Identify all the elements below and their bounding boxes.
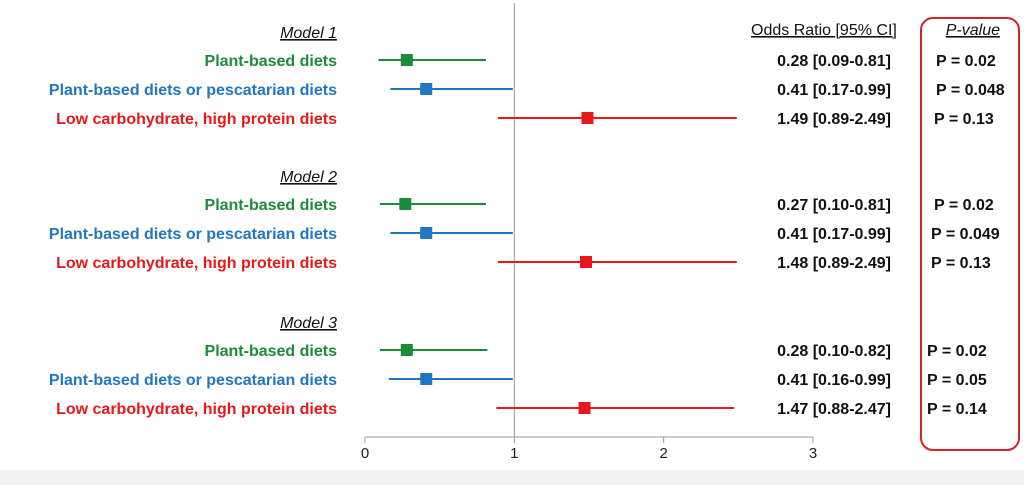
p-value: P = 0.02 [927, 343, 987, 360]
row-label: Plant-based diets or pescatarian diets [49, 82, 337, 99]
model-title: Model 2 [280, 169, 337, 186]
model-title: Model 3 [280, 315, 337, 332]
row-label: Plant-based diets or pescatarian diets [49, 372, 337, 389]
point-estimate-marker [400, 54, 413, 66]
point-estimate-marker [420, 83, 433, 95]
bottom-strip [0, 470, 1024, 485]
point-estimate-marker [420, 373, 433, 385]
ci-value: 0.28 [0.10-0.82] [777, 343, 891, 360]
p-value: P = 0.02 [936, 53, 996, 70]
p-value-header: P-value [946, 22, 1000, 39]
ci-value: 0.41 [0.17-0.99] [777, 226, 891, 243]
p-value: P = 0.13 [934, 111, 994, 128]
p-value: P = 0.02 [934, 197, 994, 214]
ci-value: 1.49 [0.89-2.49] [777, 111, 891, 128]
point-estimate-marker [578, 402, 591, 414]
forest-rows: Model 1 Plant-based diets 0.28 [0.09-0.81]… [49, 25, 1005, 418]
point-estimate-marker [399, 198, 412, 210]
stat-header: Odds Ratio [95% CI] P-value [751, 22, 1000, 39]
ci-value: 1.47 [0.88-2.47] [777, 401, 891, 418]
ci-value: 0.41 [0.16-0.99] [777, 372, 891, 389]
ci-value: 0.41 [0.17-0.99] [777, 82, 891, 99]
p-value: P = 0.048 [936, 82, 1005, 99]
row-label: Plant-based diets [205, 53, 338, 70]
x-tick-label: 2 [659, 445, 667, 462]
p-value-highlight-box [920, 17, 1020, 451]
row-label: Plant-based diets [205, 343, 338, 360]
point-estimate-marker [420, 227, 433, 239]
model-title: Model 1 [280, 25, 337, 42]
ci-value: 0.28 [0.09-0.81] [777, 53, 891, 70]
x-tick-label: 1 [510, 445, 518, 462]
row-label: Low carbohydrate, high protein diets [56, 401, 337, 418]
p-value: P = 0.049 [931, 226, 1000, 243]
x-tick-label: 0 [361, 445, 369, 462]
row-label: Plant-based diets [205, 197, 338, 214]
row-label: Plant-based diets or pescatarian diets [49, 226, 337, 243]
p-value: P = 0.13 [931, 255, 991, 272]
ci-value: 1.48 [0.89-2.49] [777, 255, 891, 272]
x-tick-label: 3 [809, 445, 817, 462]
x-axis: 0 1 2 3 [361, 3, 817, 462]
p-value: P = 0.14 [927, 401, 987, 418]
ci-value: 0.27 [0.10-0.81] [777, 197, 891, 214]
or-header: Odds Ratio [95% CI] [751, 22, 897, 39]
p-value: P = 0.05 [927, 372, 987, 389]
point-estimate-marker [400, 344, 413, 356]
row-label: Low carbohydrate, high protein diets [56, 255, 337, 272]
point-estimate-marker [581, 112, 594, 124]
row-label: Low carbohydrate, high protein diets [56, 111, 337, 128]
point-estimate-marker [580, 256, 593, 268]
